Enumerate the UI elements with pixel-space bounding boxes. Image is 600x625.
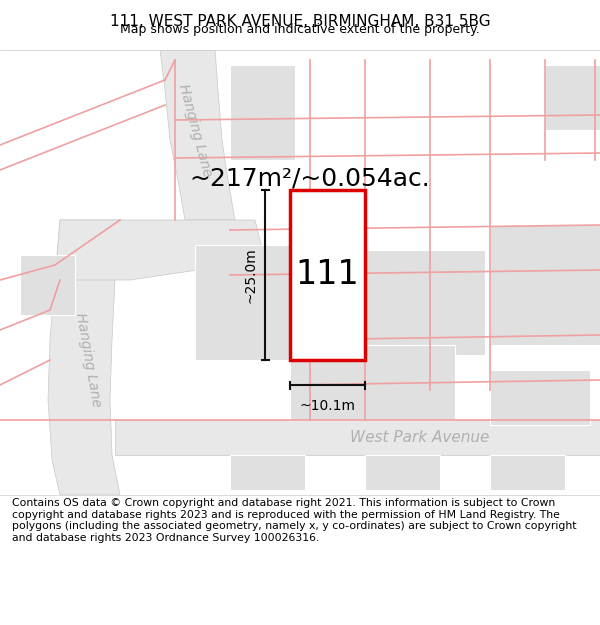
Text: ~217m²/~0.054ac.: ~217m²/~0.054ac. — [190, 166, 430, 190]
Text: 111, WEST PARK AVENUE, BIRMINGHAM, B31 5BG: 111, WEST PARK AVENUE, BIRMINGHAM, B31 5… — [110, 14, 490, 29]
Bar — [290, 345, 455, 420]
Text: Hanging Lane: Hanging Lane — [176, 82, 214, 178]
Text: Contains OS data © Crown copyright and database right 2021. This information is : Contains OS data © Crown copyright and d… — [12, 498, 577, 543]
Polygon shape — [160, 50, 235, 220]
Bar — [490, 455, 565, 490]
Bar — [230, 455, 305, 490]
Bar — [20, 255, 75, 315]
Polygon shape — [55, 220, 265, 280]
Text: Map shows position and indicative extent of the property.: Map shows position and indicative extent… — [120, 23, 480, 36]
Text: 111: 111 — [296, 259, 359, 291]
Bar — [365, 250, 485, 355]
Bar — [545, 65, 600, 130]
Polygon shape — [48, 220, 120, 495]
Polygon shape — [115, 420, 600, 455]
Bar — [290, 190, 365, 360]
Bar — [195, 245, 310, 360]
Bar — [365, 455, 440, 490]
Bar — [230, 65, 295, 160]
Text: West Park Avenue: West Park Avenue — [350, 429, 490, 444]
Text: Hanging Lane: Hanging Lane — [73, 312, 103, 408]
Bar — [490, 370, 590, 425]
Text: ~25.0m: ~25.0m — [244, 247, 258, 303]
Text: ~10.1m: ~10.1m — [299, 399, 355, 413]
Bar — [490, 225, 600, 345]
